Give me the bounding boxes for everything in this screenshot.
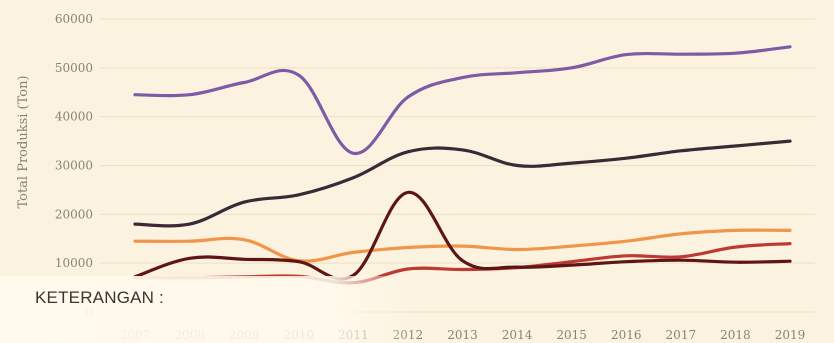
y-axis-label: Total Produksi (Ton)	[16, 75, 31, 208]
y-tick-label: 60000	[55, 12, 93, 26]
legend-title: KETERANGAN :	[35, 288, 164, 307]
y-tick-label: 30000	[55, 159, 93, 173]
series-line-1	[133, 45, 792, 155]
y-tick-label: 40000	[55, 110, 93, 124]
series-line-5	[133, 190, 792, 281]
x-tick-label: 2013	[447, 328, 478, 342]
y-tick-label: 50000	[55, 61, 93, 75]
legend-panel	[0, 276, 420, 343]
x-tick-label: 2015	[556, 328, 587, 342]
y-tick-label: 20000	[55, 207, 93, 221]
x-tick-label: 2016	[611, 328, 642, 342]
series-line-3	[133, 228, 792, 263]
y-tick-label: 10000	[55, 256, 93, 270]
series-lines	[133, 45, 792, 285]
grid-lines	[100, 18, 815, 313]
x-tick-label: 2018	[720, 328, 751, 342]
series-line-2	[133, 139, 792, 228]
x-tick-label: 2014	[502, 328, 533, 342]
x-tick-label: 2019	[775, 328, 806, 342]
y-axis-ticks: 0100002000030000400005000060000	[55, 12, 93, 319]
x-tick-label: 2017	[666, 328, 697, 342]
